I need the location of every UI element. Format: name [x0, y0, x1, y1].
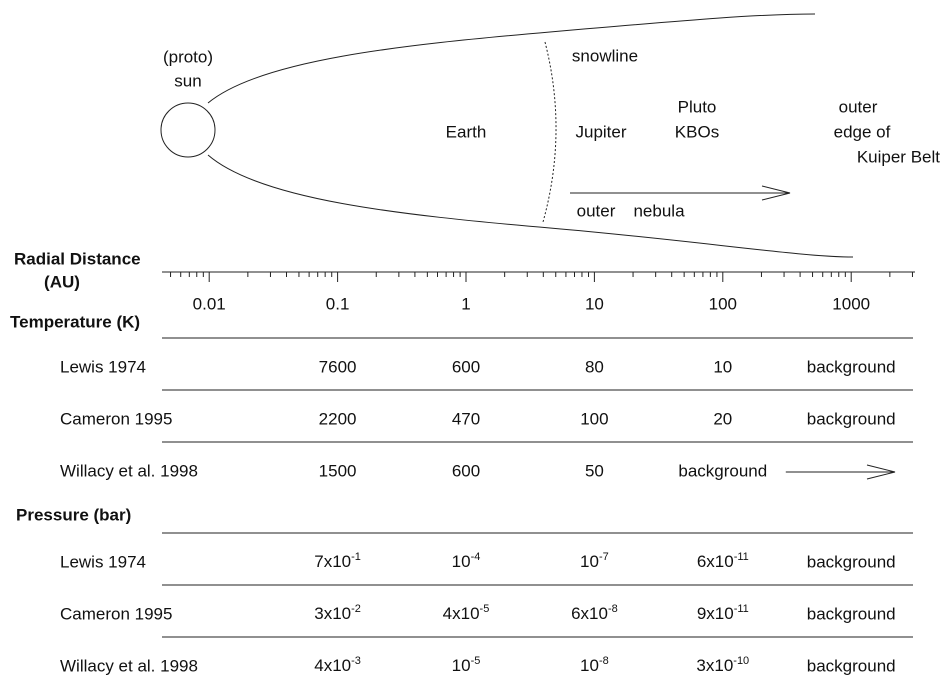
region-label: nebula	[633, 201, 685, 220]
tick-label: 1	[461, 294, 470, 313]
cell-exponent: -11	[734, 551, 749, 563]
cell-base: 4x10	[443, 604, 480, 623]
cell: 10	[713, 357, 732, 376]
cell: 470	[452, 409, 480, 428]
cell-base: 3x10	[696, 656, 733, 675]
sun-label: sun	[174, 71, 201, 90]
cell: 6x10-8	[571, 603, 618, 624]
cell: 80	[585, 357, 604, 376]
row-source: Cameron 1995	[60, 409, 172, 428]
cell: 4x10-3	[314, 655, 361, 676]
cell: 600	[452, 357, 480, 376]
tick-label: 10	[585, 294, 604, 313]
row-source: Lewis 1974	[60, 357, 146, 376]
cell: 10-8	[580, 655, 609, 676]
region-label: Kuiper Belt	[857, 147, 940, 166]
cell: 1500	[319, 461, 357, 480]
region-label: edge of	[834, 122, 891, 141]
cell-base: 3x10	[314, 604, 351, 623]
cell: 7600	[319, 357, 357, 376]
cell: 10-4	[452, 551, 481, 572]
region-label: Jupiter	[575, 122, 626, 141]
cell-exponent: -1	[351, 551, 361, 563]
cell-exponent: -3	[351, 655, 361, 667]
cell: 10-7	[580, 551, 609, 572]
cell-exponent: -8	[608, 603, 618, 615]
sun	[161, 103, 215, 157]
cell: 100	[580, 409, 608, 428]
row-source: Willacy et al. 1998	[60, 461, 198, 480]
cell: 2200	[319, 409, 357, 428]
row-source: Cameron 1995	[60, 604, 172, 623]
cell-base: 10	[580, 656, 599, 675]
cell: 10-5	[452, 655, 481, 676]
cell: background	[807, 357, 896, 376]
cell-base: 6x10	[571, 604, 608, 623]
tick-label: 1000	[832, 294, 870, 313]
nebula-upper-edge	[208, 14, 815, 103]
cell: 50	[585, 461, 604, 480]
tick-label: 0.01	[193, 294, 226, 313]
sun-label: (proto)	[163, 47, 213, 66]
section-title: Temperature (K)	[10, 312, 140, 331]
region-label: outer	[577, 201, 616, 220]
cell: 4x10-5	[443, 603, 490, 624]
cell-exponent: -8	[599, 655, 609, 667]
cell-exponent: -11	[734, 603, 749, 615]
cell-exponent: -5	[480, 603, 490, 615]
cell-base: 10	[452, 552, 471, 571]
region-label: Pluto	[678, 97, 717, 116]
row-source: Willacy et al. 1998	[60, 656, 198, 675]
diagram: (proto) sun snowline Earth Jupiter Pluto…	[0, 0, 944, 676]
row-source: Lewis 1974	[60, 552, 146, 571]
cell: 3x10-10	[696, 655, 749, 676]
cell-exponent: -2	[351, 603, 361, 615]
cell-exponent: -10	[733, 655, 749, 667]
cell: 3x10-2	[314, 603, 361, 624]
region-label: snowline	[572, 46, 638, 65]
region-label: Earth	[446, 122, 487, 141]
region-label: KBOs	[675, 122, 719, 141]
nebula-lower-edge	[208, 155, 853, 257]
axis-title: (AU)	[44, 272, 80, 291]
cell: background	[807, 656, 896, 675]
snowline-curve	[543, 42, 556, 222]
cell-base: 7x10	[314, 552, 351, 571]
region-label: outer	[839, 97, 878, 116]
cell: 20	[713, 409, 732, 428]
tick-label: 100	[709, 294, 737, 313]
cell-base: 6x10	[697, 552, 734, 571]
section-title: Pressure (bar)	[16, 505, 131, 524]
axis-title: Radial Distance	[14, 249, 141, 268]
cell: 7x10-1	[314, 551, 361, 572]
cell: background	[807, 604, 896, 623]
cell: 6x10-11	[697, 551, 749, 572]
cell-base: 10	[580, 552, 599, 571]
tick-label: 0.1	[326, 294, 350, 313]
cell-base: 4x10	[314, 656, 351, 675]
cell: 9x10-11	[697, 603, 749, 624]
cell-base: 9x10	[697, 604, 734, 623]
cell: background	[807, 552, 896, 571]
cell-exponent: -5	[471, 655, 481, 667]
cell: background	[678, 461, 767, 480]
cell-base: 10	[452, 656, 471, 675]
cell: background	[807, 409, 896, 428]
cell-exponent: -4	[471, 551, 481, 563]
cell: 600	[452, 461, 480, 480]
cell-exponent: -7	[599, 551, 609, 563]
